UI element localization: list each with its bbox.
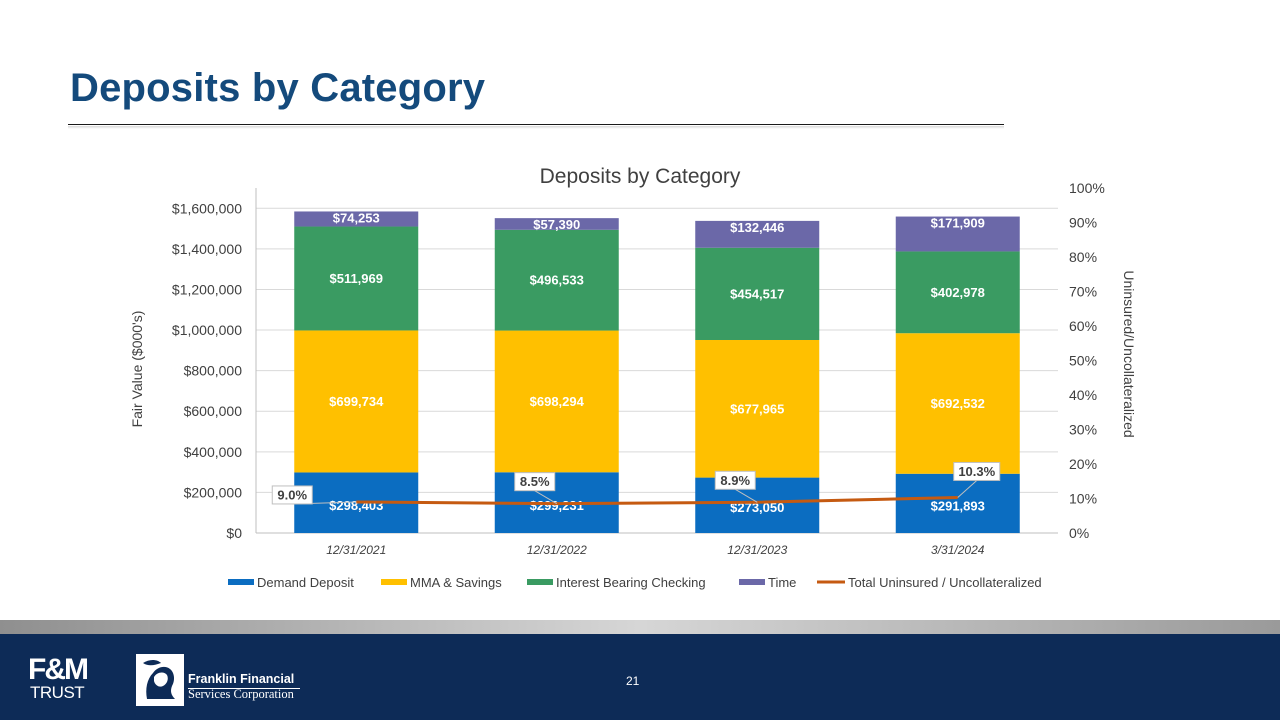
legend-swatch [739, 579, 765, 585]
bar-interest-checking [494, 229, 619, 331]
line-label-leader [734, 488, 758, 503]
bar-data-label: $298,403 [329, 498, 383, 513]
line-label-leader [957, 480, 978, 498]
legend-swatch [527, 579, 553, 585]
bar-data-label: $299,231 [530, 498, 584, 513]
line-label-box [514, 472, 556, 492]
line-data-label: 9.0% [277, 487, 307, 502]
bar-interest-checking [895, 251, 1020, 334]
line-label-box [714, 470, 756, 490]
bar-data-label: $171,909 [931, 216, 985, 231]
legend-label: Total Uninsured / Uncollateralized [848, 575, 1042, 590]
y2-tick-label: 90% [1069, 215, 1097, 231]
bar-data-label: $291,893 [931, 498, 985, 513]
bar-data-label: $496,533 [530, 273, 584, 288]
chart-title: Deposits by Category [540, 165, 741, 188]
title-divider [68, 124, 1004, 125]
bar-data-label: $402,978 [931, 285, 985, 300]
y2-tick-label: 0% [1069, 525, 1089, 541]
title-divider-shadow [68, 126, 1004, 129]
bar-data-label: $74,253 [333, 210, 380, 225]
fm-logo-text: F&M [28, 653, 89, 686]
y-tick-label: $600,000 [184, 403, 243, 419]
fm-trust-logo: F&M TRUST [28, 653, 112, 708]
y2-tick-label: 70% [1069, 284, 1097, 300]
bar-mma-savings [695, 339, 820, 478]
y2-tick-label: 30% [1069, 422, 1097, 438]
bar-time [294, 211, 419, 227]
company-name-line2: Services Corporation [188, 687, 294, 701]
line-label-leader [534, 490, 558, 505]
bar-demand-deposit [895, 473, 1020, 533]
line-data-label: 8.9% [720, 473, 750, 488]
bar-mma-savings [494, 330, 619, 473]
company-name-underline [188, 688, 300, 689]
legend-label: Interest Bearing Checking [556, 575, 706, 590]
x-tick-label: 3/31/2024 [931, 543, 985, 557]
legend-label: MMA & Savings [410, 575, 502, 590]
legend-label: Time [768, 575, 796, 590]
legend-swatch [381, 579, 407, 585]
franklin-portrait-icon [136, 654, 184, 706]
page-number: 21 [626, 674, 640, 688]
x-tick-label: 12/31/2022 [527, 543, 587, 557]
legend-swatch [228, 579, 254, 585]
y-tick-label: $200,000 [184, 484, 243, 500]
line-label-box [271, 485, 313, 505]
bar-data-label: $698,294 [530, 394, 585, 409]
y2-tick-label: 40% [1069, 387, 1097, 403]
y2-tick-label: 20% [1069, 456, 1097, 472]
company-name: Franklin Financial Services Corporation [188, 672, 294, 702]
company-name-line1: Franklin Financial [188, 672, 295, 686]
y-tick-label: $1,000,000 [172, 322, 242, 338]
legend-label: Demand Deposit [257, 575, 354, 590]
x-tick-label: 12/31/2023 [727, 543, 787, 557]
y-tick-label: $400,000 [184, 444, 243, 460]
y2-tick-label: 50% [1069, 353, 1097, 369]
bar-time [695, 220, 820, 248]
y2-tick-label: 80% [1069, 249, 1097, 265]
line-label-box [953, 461, 1001, 481]
footer: F&M TRUST Franklin Financial Services Co… [0, 634, 1280, 720]
y-tick-label: $1,400,000 [172, 241, 242, 257]
bar-data-label: $57,390 [533, 217, 580, 232]
bar-interest-checking [695, 247, 820, 340]
y-axis-title: Fair Value ($000's) [129, 311, 145, 428]
x-tick-label: 12/31/2021 [326, 543, 386, 557]
bar-data-label: $132,446 [730, 220, 784, 235]
line-data-label: 8.5% [520, 474, 550, 489]
y-tick-label: $1,600,000 [172, 200, 242, 216]
bar-mma-savings [895, 333, 1020, 474]
footer-accent-band [0, 620, 1280, 634]
y2-tick-label: 60% [1069, 318, 1097, 334]
y-tick-label: $1,200,000 [172, 281, 242, 297]
y-tick-label: $800,000 [184, 363, 243, 379]
line-data-label: 10.3% [958, 464, 995, 479]
bar-interest-checking [294, 226, 419, 331]
bar-data-label: $677,965 [730, 401, 784, 416]
y2-axis-title: Uninsured/Uncollateralized [1121, 270, 1137, 437]
bar-data-label: $699,734 [329, 394, 384, 409]
bar-data-label: $692,532 [931, 396, 985, 411]
bar-data-label: $511,969 [329, 271, 383, 286]
uninsured-line [356, 495, 958, 506]
y2-tick-label: 100% [1069, 180, 1105, 196]
bar-time [895, 216, 1020, 252]
deposits-chart: Deposits by Category $0 $200,000 $400,000 $6… [129, 165, 1137, 590]
bar-data-label: $454,517 [730, 286, 784, 301]
slide-title: Deposits by Category [70, 66, 486, 110]
bar-mma-savings [294, 330, 419, 473]
y-tick-label: $0 [226, 525, 242, 541]
y2-tick-label: 10% [1069, 491, 1097, 507]
bar-time [494, 218, 619, 230]
trust-logo-text: TRUST [30, 683, 85, 702]
